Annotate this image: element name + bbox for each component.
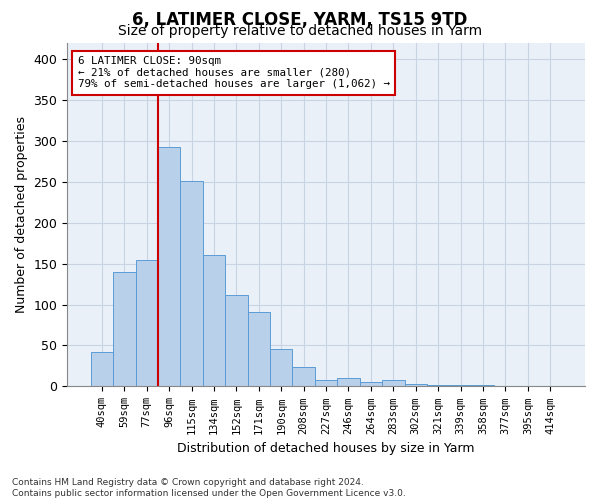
Bar (248, 312, 270, 386)
Bar (158, 146, 181, 386)
Bar (337, 378, 360, 386)
Bar (382, 380, 404, 386)
Text: 6, LATIMER CLOSE, YARM, TS15 9TD: 6, LATIMER CLOSE, YARM, TS15 9TD (133, 12, 467, 30)
Y-axis label: Number of detached properties: Number of detached properties (15, 116, 28, 313)
Text: Contains HM Land Registry data © Crown copyright and database right 2024.
Contai: Contains HM Land Registry data © Crown c… (12, 478, 406, 498)
X-axis label: Distribution of detached houses by size in Yarm: Distribution of detached houses by size … (178, 442, 475, 455)
Bar (91, 352, 113, 386)
Bar (404, 384, 427, 386)
Bar (472, 385, 494, 386)
Bar (113, 272, 136, 386)
Bar (315, 380, 337, 386)
Bar (270, 349, 292, 387)
Bar (360, 382, 382, 386)
Bar (136, 260, 158, 386)
Bar (225, 294, 248, 386)
Bar (427, 385, 449, 386)
Text: Size of property relative to detached houses in Yarm: Size of property relative to detached ho… (118, 24, 482, 38)
Bar (203, 256, 225, 386)
Bar (292, 367, 315, 386)
Bar (449, 385, 472, 386)
Text: 6 LATIMER CLOSE: 90sqm
← 21% of detached houses are smaller (280)
79% of semi-de: 6 LATIMER CLOSE: 90sqm ← 21% of detached… (77, 56, 389, 90)
Bar (181, 181, 203, 386)
